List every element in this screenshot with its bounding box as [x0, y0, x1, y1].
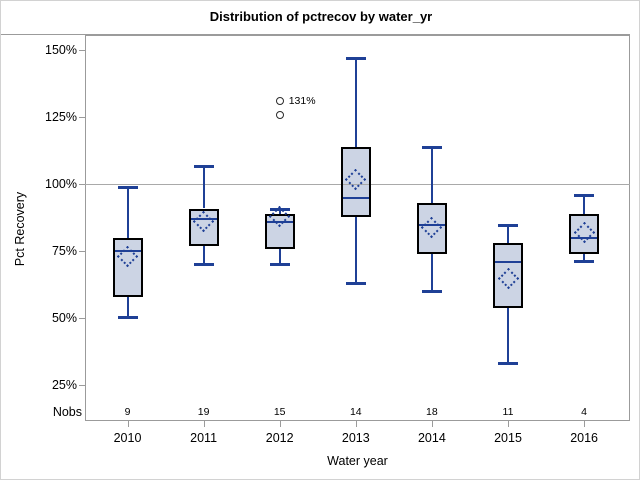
x-axis-tick-label: 2011: [190, 431, 218, 445]
plot-area-frame: [85, 35, 630, 421]
lower-whisker-cap: [574, 260, 595, 264]
y-axis-title: Pct Recovery: [13, 191, 27, 267]
lower-whisker-line: [202, 246, 205, 265]
lower-whisker-cap: [498, 362, 518, 365]
x-axis-tick: [203, 421, 205, 427]
x-axis-tick-label: 2014: [417, 431, 446, 445]
x-axis-tick: [508, 421, 509, 427]
upper-whisker-line: [126, 187, 129, 238]
upper-whisker-line: [507, 224, 509, 244]
median-line: [190, 218, 217, 221]
box-iqr-border: [416, 203, 447, 255]
y-axis-tick: [79, 117, 85, 119]
box-iqr-border: [264, 213, 295, 249]
box-iqr-border: [569, 213, 600, 255]
median-line: [495, 261, 521, 264]
upper-whisker-cap: [269, 207, 290, 211]
y-axis-tick-label: 50%: [51, 311, 77, 326]
box-iqr-fill: [112, 238, 143, 297]
y-axis-tick-label: 125%: [45, 110, 77, 125]
lower-whisker-line: [583, 254, 586, 263]
nobs-value: 14: [349, 406, 362, 418]
y-axis-tick: [79, 385, 85, 387]
outlier-value-label: 131%: [288, 95, 316, 108]
outlier-marker: [275, 110, 284, 119]
lower-whisker-line: [126, 297, 129, 319]
y-axis-tick: [79, 318, 85, 320]
x-axis-tick: [127, 421, 129, 427]
reference-line-100pct: [85, 184, 630, 186]
lower-whisker-cap: [421, 289, 442, 293]
x-axis-tick-label: 2010: [113, 431, 142, 445]
median-line: [418, 223, 445, 226]
x-axis-tick-label: 2015: [494, 431, 522, 445]
y-axis-tick-label: 25%: [51, 378, 77, 393]
lower-whisker-line: [354, 216, 357, 284]
upper-whisker-cap: [117, 186, 138, 190]
box-iqr-fill: [493, 243, 523, 308]
upper-whisker-line: [430, 146, 433, 204]
box-iqr-fill: [569, 213, 600, 255]
y-axis-tick: [79, 184, 85, 186]
nobs-row-label: Nobs: [52, 405, 82, 419]
upper-whisker-line: [202, 165, 205, 209]
nobs-value: 11: [502, 406, 514, 418]
lower-whisker-cap: [269, 262, 290, 266]
x-axis-tick: [584, 421, 586, 427]
x-axis-tick: [431, 421, 433, 427]
lower-whisker-line: [507, 307, 509, 364]
upper-whisker-cap: [574, 194, 595, 198]
median-line: [114, 250, 141, 253]
box-iqr-fill: [416, 203, 447, 255]
nobs-value: 18: [426, 406, 438, 418]
lower-whisker-cap: [345, 281, 366, 285]
box-iqr-border: [188, 208, 219, 246]
nobs-value: 15: [273, 406, 286, 418]
upper-whisker-line: [354, 58, 357, 147]
lower-whisker-cap: [193, 262, 214, 266]
x-axis-title: Water year: [327, 454, 388, 468]
box-iqr-fill: [264, 213, 295, 249]
median-line: [266, 220, 293, 223]
nobs-value: 9: [124, 406, 131, 418]
nobs-value: 4: [581, 406, 588, 418]
y-axis-tick-label: 150%: [45, 43, 77, 58]
x-axis-tick: [355, 421, 357, 427]
y-axis-tick-label: 100%: [45, 177, 77, 192]
box-iqr-border: [340, 146, 371, 217]
median-line: [571, 237, 598, 239]
box-iqr-border: [112, 238, 143, 297]
upper-whisker-cap: [193, 164, 214, 168]
nobs-value: 19: [197, 406, 210, 418]
box-iqr-border: [493, 243, 523, 308]
x-axis-tick: [279, 421, 281, 427]
title-separator-line: [1, 34, 630, 35]
y-axis-tick-label: 75%: [51, 244, 77, 259]
upper-whisker-line: [278, 208, 281, 214]
x-axis-tick-label: 2012: [265, 431, 294, 445]
box-iqr-fill: [188, 208, 219, 246]
y-axis-tick: [79, 50, 85, 52]
upper-whisker-line: [583, 195, 586, 214]
lower-whisker-line: [278, 248, 281, 265]
outlier-marker: [275, 97, 284, 106]
lower-whisker-line: [430, 254, 433, 292]
upper-whisker-cap: [345, 57, 366, 61]
y-axis-tick: [79, 251, 85, 253]
lower-whisker-cap: [117, 316, 138, 320]
upper-whisker-cap: [421, 145, 442, 149]
x-axis-tick-label: 2013: [341, 431, 370, 445]
x-axis-tick-label: 2016: [570, 431, 598, 445]
chart-title: Distribution of pctrecov by water_yr: [209, 9, 433, 24]
upper-whisker-cap: [498, 223, 518, 227]
median-line: [342, 196, 369, 199]
box-iqr-fill: [340, 146, 371, 217]
